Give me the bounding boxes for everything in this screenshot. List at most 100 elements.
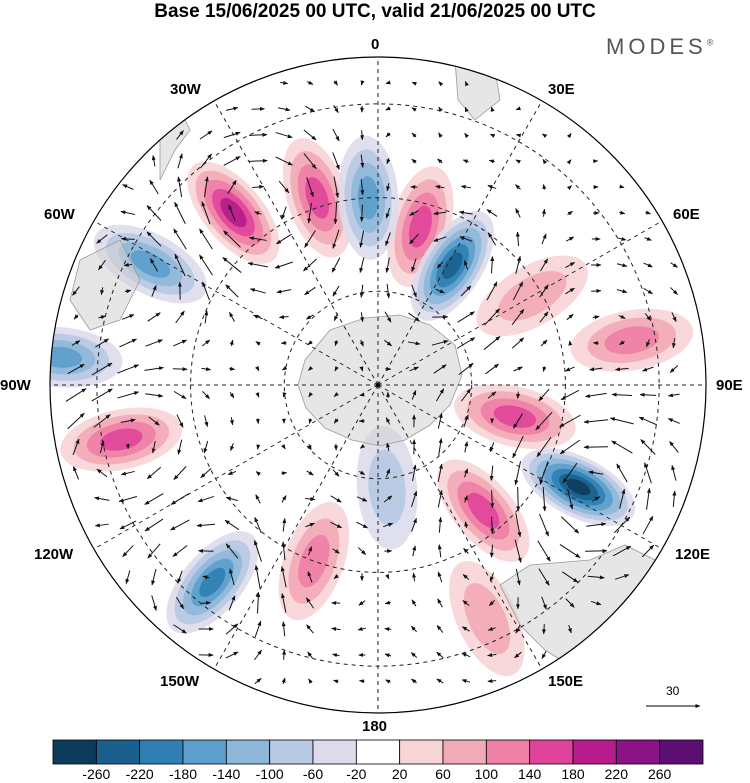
wind-arrow <box>513 366 523 372</box>
wind-arrow <box>435 185 445 189</box>
wind-arrow <box>515 133 522 138</box>
wind-arrow <box>223 131 241 139</box>
wind-arrow <box>618 314 626 320</box>
map-layers <box>50 57 706 713</box>
wind-arrow <box>281 677 286 685</box>
wind-arrow <box>456 337 476 349</box>
wind-arrow <box>255 471 261 476</box>
wind-arrow <box>386 442 391 452</box>
wind-arrow <box>225 651 239 659</box>
wind-arrow <box>588 470 604 475</box>
wind-arrow <box>436 261 444 269</box>
wind-arrow <box>409 366 419 372</box>
wind-arrow <box>119 520 137 530</box>
wind-arrow <box>511 308 525 325</box>
wind-arrow <box>332 285 340 297</box>
wind-arrow <box>67 363 85 375</box>
wind-arrow <box>435 388 445 402</box>
anomaly-contour <box>463 583 511 655</box>
wind-arrow <box>667 393 680 398</box>
wind-arrow <box>385 132 391 138</box>
wind-arrow <box>305 497 316 502</box>
wind-arrow <box>671 464 677 481</box>
wind-arrow <box>151 285 157 297</box>
wind-vectors <box>65 80 680 685</box>
wind-arrow <box>177 176 183 198</box>
wind-arrow <box>511 337 525 349</box>
label-180: 180 <box>362 718 388 735</box>
wind-arrow <box>383 495 393 503</box>
wind-arrow <box>99 440 105 454</box>
wind-arrow <box>670 287 678 295</box>
wind-arrow <box>229 568 235 586</box>
wind-arrow <box>411 81 417 86</box>
wind-arrow <box>226 106 239 111</box>
wind-arrow <box>332 229 340 249</box>
wind-arrow <box>204 415 209 428</box>
wind-arrow <box>331 257 341 273</box>
wind-arrow <box>94 496 110 501</box>
wind-arrow <box>616 263 628 268</box>
wind-arrow <box>640 439 656 455</box>
wind-arrow <box>438 132 443 138</box>
wind-arrow <box>589 367 603 372</box>
wind-arrow <box>227 179 237 194</box>
wind-arrow <box>230 443 235 452</box>
wind-arrow <box>487 626 496 631</box>
wind-arrow <box>254 677 262 685</box>
anomaly-center <box>454 384 576 450</box>
wind-arrow <box>463 414 469 428</box>
wind-arrow <box>281 621 286 637</box>
anomaly-contour <box>50 346 83 368</box>
wind-arrow <box>486 281 498 301</box>
wind-arrow <box>280 80 289 85</box>
wind-arrow <box>542 158 548 165</box>
wind-arrow <box>541 133 548 139</box>
wind-arrow <box>411 599 417 607</box>
wind-arrow <box>671 338 676 349</box>
wind-arrow <box>256 591 261 614</box>
wind-arrow <box>644 462 652 484</box>
wind-arrow <box>254 620 262 638</box>
wind-arrow <box>72 286 80 296</box>
wind-arrow <box>144 366 165 371</box>
wind-arrow <box>174 253 186 277</box>
colorbar-tick-label: 20 <box>391 766 408 782</box>
wind-arrow <box>359 204 364 222</box>
colorbar-cell <box>95 739 141 765</box>
wind-arrow <box>306 177 314 198</box>
label-30w: 30W <box>170 81 201 98</box>
wind-arrow <box>248 158 268 163</box>
colorbar-cell <box>312 739 357 765</box>
wind-arrow <box>438 437 443 456</box>
wind-arrow <box>73 314 79 320</box>
wind-arrow <box>515 624 521 634</box>
meridian <box>377 215 671 386</box>
wind-arrow <box>559 544 581 558</box>
wind-arrow <box>614 574 630 580</box>
wind-arrow <box>307 340 313 345</box>
wind-arrow <box>123 262 132 267</box>
wind-arrow <box>202 390 210 400</box>
wind-arrow <box>461 652 471 658</box>
wind-arrow <box>644 313 652 321</box>
wind-arrow <box>71 340 81 346</box>
colorbar-tick-label: 100 <box>474 766 499 782</box>
wind-arrow <box>360 80 365 86</box>
wind-arrow <box>566 159 572 165</box>
wind-arrow <box>384 311 392 323</box>
wind-arrow <box>386 183 391 192</box>
wind-arrow <box>170 493 190 505</box>
wind-arrow <box>512 281 524 301</box>
wind-arrow <box>117 364 140 374</box>
wind-arrow <box>566 313 574 321</box>
wind-arrow <box>437 598 443 608</box>
colorbar-cell <box>355 739 401 765</box>
wind-arrow <box>639 392 656 397</box>
wind-arrow <box>489 600 495 606</box>
wind-arrow <box>385 573 390 580</box>
colorbar-tick-label: -180 <box>168 766 198 782</box>
wind-arrow <box>173 228 187 250</box>
wind-arrow <box>177 439 183 455</box>
wind-arrow <box>587 575 605 580</box>
